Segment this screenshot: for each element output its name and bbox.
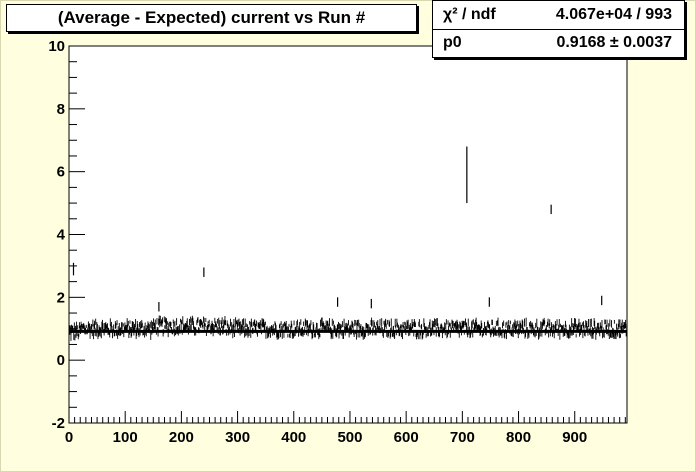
p0-label: p0	[443, 34, 462, 51]
y-tick-label: 2	[57, 289, 65, 306]
stats-divider	[433, 29, 684, 30]
y-tick-label: 6	[57, 164, 65, 181]
chi2-label: χ² / ndf	[443, 6, 496, 23]
x-tick-label: 600	[394, 429, 419, 446]
y-tick-label: 10	[48, 38, 65, 55]
plot-area	[68, 45, 628, 424]
x-tick-label: 700	[450, 429, 475, 446]
y-tick-label: -2	[52, 415, 65, 432]
x-tick-label: 400	[281, 429, 306, 446]
y-tick-label: 4	[57, 227, 66, 244]
y-tick-label: 8	[57, 101, 65, 118]
x-tick-label: 900	[562, 429, 587, 446]
x-tick-label: 800	[506, 429, 531, 446]
x-tick-label: 0	[65, 429, 73, 446]
chart-title-box: (Average - Expected) current vs Run #	[6, 4, 417, 32]
x-tick-label: 500	[337, 429, 362, 446]
y-tick-label: 0	[57, 352, 65, 369]
p0-value: 0.9168 ± 0.0037	[556, 34, 672, 51]
fit-stats-box: χ² / ndf 4.067e+04 / 993 p0 0.9168 ± 0.0…	[432, 0, 685, 58]
x-tick-label: 100	[113, 429, 138, 446]
x-tick-label: 300	[225, 429, 250, 446]
chart-title: (Average - Expected) current vs Run #	[57, 8, 366, 27]
chi2-value: 4.067e+04 / 993	[555, 6, 672, 23]
x-tick-label: 200	[169, 429, 194, 446]
